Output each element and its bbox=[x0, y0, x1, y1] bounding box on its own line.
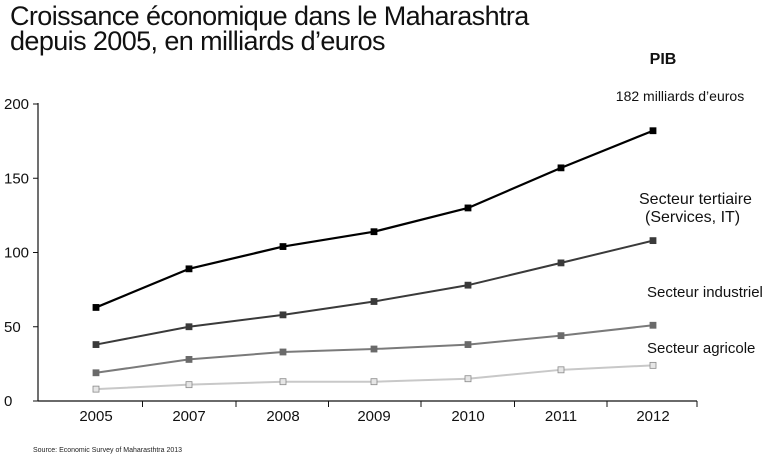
data-point bbox=[464, 375, 472, 383]
data-point bbox=[279, 348, 287, 356]
data-point bbox=[185, 356, 193, 363]
data-point bbox=[557, 259, 565, 267]
x-tick-label: 2009 bbox=[357, 408, 390, 425]
data-point bbox=[557, 164, 565, 172]
data-point bbox=[279, 243, 287, 250]
data-point bbox=[279, 378, 287, 386]
x-tick-label: 2010 bbox=[451, 408, 484, 425]
y-tick-label: 150 bbox=[4, 170, 29, 187]
series-label-industriel: Secteur industriel bbox=[647, 284, 763, 301]
data-point bbox=[370, 378, 378, 386]
data-point bbox=[649, 127, 657, 135]
series-line bbox=[95, 239, 654, 346]
data-point bbox=[92, 304, 100, 311]
data-point bbox=[92, 385, 100, 393]
chart-title-line-2: depuis 2005, en milliards d’euros bbox=[10, 26, 386, 56]
chart-title-line-1: Croissance économique dans le Maharashtr… bbox=[10, 1, 529, 31]
series-line bbox=[95, 129, 654, 309]
x-tick-label: 2007 bbox=[172, 408, 205, 425]
data-point bbox=[649, 361, 657, 369]
y-tick-label: 100 bbox=[4, 245, 29, 262]
y-tick-label: 50 bbox=[4, 319, 21, 336]
data-point bbox=[649, 237, 657, 245]
chart-series-labels: PIB 182 milliards d’euros Secteur tertiair… bbox=[616, 51, 763, 357]
x-tick-label: 2011 bbox=[545, 408, 577, 425]
chart-axes: 0 50 100 150 200 2005 2007 2008 2009 2010 2011 2012 bbox=[4, 96, 698, 425]
data-point bbox=[370, 228, 378, 236]
series-label-tertiaire: Secteur tertiaire bbox=[639, 191, 752, 208]
data-point bbox=[557, 366, 565, 374]
x-tick-label: 2012 bbox=[636, 408, 669, 425]
data-point bbox=[557, 332, 565, 340]
data-point bbox=[185, 265, 193, 273]
data-point bbox=[649, 321, 657, 329]
data-point bbox=[92, 369, 100, 377]
data-point bbox=[185, 323, 193, 331]
data-point bbox=[464, 204, 472, 212]
data-point bbox=[370, 298, 378, 305]
series-label-agricole: Secteur agricole bbox=[647, 340, 755, 357]
series-label-tertiaire: (Services, IT) bbox=[645, 209, 740, 226]
data-point bbox=[370, 345, 378, 353]
data-point bbox=[464, 281, 472, 289]
data-point bbox=[92, 341, 100, 348]
series-line bbox=[95, 364, 654, 391]
data-point bbox=[185, 381, 193, 389]
y-tick-label: 200 bbox=[4, 96, 29, 113]
x-tick-label: 2008 bbox=[266, 408, 299, 425]
data-point bbox=[279, 311, 287, 319]
annotation-label: 182 milliards d’euros bbox=[616, 88, 744, 104]
data-point bbox=[464, 341, 472, 348]
x-tick-label: 2005 bbox=[79, 408, 112, 425]
chart-series bbox=[92, 127, 657, 393]
series-label-pib: PIB bbox=[650, 51, 677, 68]
source-note: Source: Economic Survey of Maharasthtra … bbox=[33, 447, 183, 454]
y-tick-label: 0 bbox=[4, 393, 12, 410]
chart-title: Croissance économique dans le Maharashtr… bbox=[10, 1, 529, 56]
